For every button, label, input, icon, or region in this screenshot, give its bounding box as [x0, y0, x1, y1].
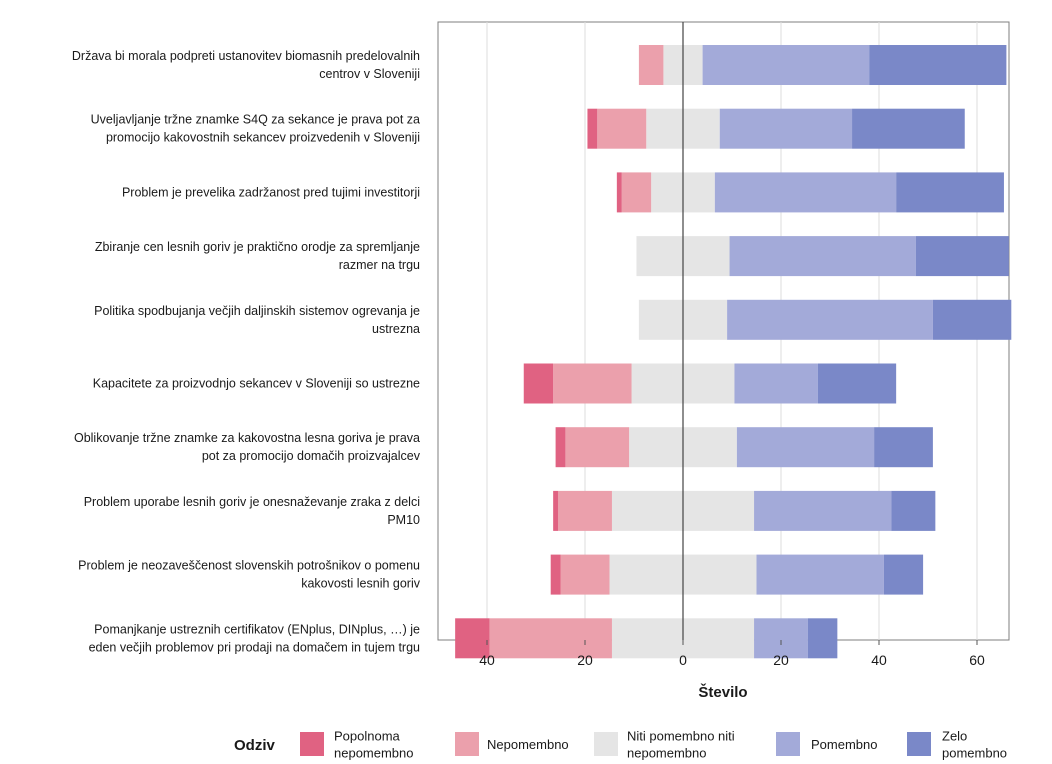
- bar-segment: [587, 108, 598, 149]
- bar-segment: [883, 554, 924, 595]
- bar-segment: [714, 172, 897, 213]
- bar-segment: [638, 45, 664, 85]
- bar-segment: [702, 45, 870, 85]
- legend-swatch: [594, 732, 618, 756]
- legend-swatch: [455, 732, 479, 756]
- category-label-line: Oblikovanje tržne znamke za kakovostna l…: [74, 431, 420, 445]
- x-tick-label: 20: [577, 652, 593, 668]
- bar-segment: [553, 363, 632, 404]
- x-tick-label: 60: [969, 652, 985, 668]
- x-tick-label: 0: [679, 652, 687, 668]
- bar-segment: [874, 427, 933, 468]
- legend-label-line: Popolnoma: [334, 729, 401, 744]
- legend-label: Nepomembno: [487, 737, 569, 752]
- legend-swatch: [300, 732, 324, 756]
- bar-segment: [597, 108, 647, 149]
- legend-label-line: pomembno: [942, 746, 1007, 761]
- category-label-line: PM10: [387, 513, 420, 527]
- bar-segment: [896, 172, 1004, 213]
- bar-segment: [616, 172, 622, 213]
- bar-segment: [523, 363, 554, 404]
- x-axis-ticks: 40 20 0 20 40 60: [479, 640, 985, 668]
- category-label: Država bi morala podpreti ustanovitev bi…: [72, 49, 420, 81]
- bar-segment: [489, 618, 612, 659]
- category-label: Uveljavljanje tržne znamke S4Q za sekanc…: [91, 113, 420, 145]
- category-label: Zbiranje cen lesnih goriv je praktično o…: [95, 240, 420, 272]
- category-label-line: promocijo kakovostnih sekancev proizvede…: [106, 131, 420, 145]
- bar-segment: [729, 236, 916, 277]
- category-label-line: centrov v Sloveniji: [319, 67, 420, 81]
- category-label-line: pot za promocijo domačih proizvajalcev: [202, 449, 421, 463]
- bar-segment: [754, 618, 808, 659]
- bar-segment: [852, 108, 965, 149]
- bar-segment: [915, 236, 1009, 277]
- legend: Popolnoma nepomembno Nepomembno Niti pomemb…: [300, 729, 1007, 761]
- legend-title: Odziv: [234, 737, 275, 754]
- legend-label: Pomembno: [811, 737, 877, 752]
- bars: [455, 45, 1012, 659]
- bar-segment: [719, 108, 853, 149]
- category-label-line: Zbiranje cen lesnih goriv je praktično o…: [95, 240, 420, 254]
- bar-segment: [565, 427, 630, 468]
- bar-segment: [754, 490, 892, 531]
- bar-segment: [621, 172, 652, 213]
- bar-segment: [817, 363, 897, 404]
- legend-swatch: [776, 732, 800, 756]
- bar-segment: [727, 299, 933, 340]
- bar-segment: [891, 490, 936, 531]
- category-label-line: Problem je prevelika zadržanost pred tuj…: [122, 185, 420, 199]
- legend-label-line: Nepomembno: [487, 737, 569, 752]
- category-label-line: Politika spodbujanja večjih daljinskih s…: [94, 304, 420, 318]
- bar-segment: [756, 554, 884, 595]
- category-label: Kapacitete za proizvodnjo sekancev v Slo…: [93, 377, 420, 391]
- category-label-line: razmer na trgu: [339, 258, 420, 272]
- bar-segment: [869, 45, 1007, 85]
- bar-segment: [734, 363, 818, 404]
- category-label-line: Kapacitete za proizvodnjo sekancev v Slo…: [93, 377, 420, 391]
- category-label-line: Uveljavljanje tržne znamke S4Q za sekanc…: [91, 113, 420, 127]
- category-label-line: eden večjih problemov pri prodaji na dom…: [89, 640, 420, 654]
- legend-swatch: [907, 732, 931, 756]
- category-label: Problem je prevelika zadržanost pred tuj…: [122, 185, 420, 199]
- category-label-line: Problem uporabe lesnih goriv je onesnaže…: [84, 495, 420, 509]
- x-tick-label: 40: [871, 652, 887, 668]
- category-label-line: Država bi morala podpreti ustanovitev bi…: [72, 49, 420, 63]
- category-label: Oblikovanje tržne znamke za kakovostna l…: [74, 431, 421, 463]
- legend-label: Popolnoma nepomembno: [334, 729, 414, 761]
- category-label-line: Pomanjkanje ustreznih certifikatov (ENpl…: [94, 622, 420, 636]
- legend-label: Zelo pomembno: [942, 729, 1007, 761]
- legend-label: Niti pomembno niti nepomembno: [627, 729, 735, 761]
- bar-segment: [455, 618, 490, 659]
- bar-segment: [553, 490, 559, 531]
- x-tick-label: 20: [773, 652, 789, 668]
- x-tick-label: 40: [479, 652, 495, 668]
- category-label: Problem uporabe lesnih goriv je onesnaže…: [84, 495, 420, 527]
- bar-segment: [555, 427, 566, 468]
- legend-label-line: Pomembno: [811, 737, 877, 752]
- legend-label-line: Niti pomembno niti: [627, 729, 735, 744]
- bar-segment: [560, 554, 610, 595]
- legend-label-line: nepomembno: [334, 746, 414, 761]
- bar-segment: [807, 618, 838, 659]
- category-label: Problem je neozaveščenost slovenskih pot…: [78, 559, 421, 591]
- category-label-line: Problem je neozaveščenost slovenskih pot…: [78, 559, 420, 573]
- legend-label-line: Zelo: [942, 729, 967, 744]
- category-label: Politika spodbujanja večjih daljinskih s…: [94, 304, 420, 336]
- bar-segment: [736, 427, 875, 468]
- category-label-line: kakovosti lesnih goriv: [301, 577, 421, 591]
- bar-segment: [932, 299, 1012, 340]
- bar-segment: [550, 554, 561, 595]
- category-label: Pomanjkanje ustreznih certifikatov (ENpl…: [89, 622, 420, 654]
- bar-segment: [558, 490, 612, 531]
- category-label-line: ustrezna: [372, 322, 420, 336]
- x-axis-title: Število: [698, 683, 747, 701]
- legend-label-line: nepomembno: [627, 746, 707, 761]
- category-labels: Država bi morala podpreti ustanovitev bi…: [72, 49, 421, 654]
